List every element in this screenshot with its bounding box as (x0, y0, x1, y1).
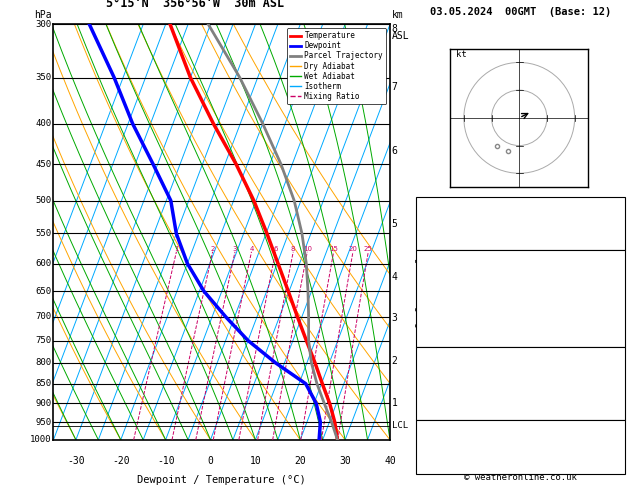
Text: 15: 15 (329, 246, 338, 252)
Bar (416, 420, 625, 474)
Text: 3: 3 (392, 313, 398, 323)
Text: 939: 939 (605, 398, 623, 407)
Text: 2: 2 (211, 246, 214, 252)
Text: 3: 3 (233, 246, 237, 252)
Text: 10: 10 (250, 456, 261, 467)
Text: 600: 600 (36, 259, 52, 268)
Text: 5°15'N  356°56'W  30m ASL: 5°15'N 356°56'W 30m ASL (106, 0, 284, 10)
Text: -3: -3 (611, 308, 623, 317)
Text: Dewpoint / Temperature (°C): Dewpoint / Temperature (°C) (137, 475, 306, 485)
Text: EH: EH (421, 432, 432, 441)
Text: StmSpd (kt): StmSpd (kt) (421, 464, 484, 473)
Text: 939: 939 (605, 322, 623, 331)
Text: -3: -3 (611, 385, 623, 395)
Text: -44: -44 (605, 432, 623, 441)
Text: CIN (J): CIN (J) (421, 410, 461, 419)
Text: 5: 5 (617, 464, 623, 473)
Text: 4: 4 (392, 272, 398, 281)
Text: km: km (392, 10, 403, 20)
Text: 42: 42 (611, 219, 623, 228)
Text: Lifted Index: Lifted Index (421, 385, 489, 395)
Text: CAPE (J): CAPE (J) (421, 322, 467, 331)
Text: 357: 357 (605, 295, 623, 303)
Text: 24.2: 24.2 (599, 280, 623, 290)
Text: 800: 800 (36, 358, 52, 367)
Text: 1: 1 (617, 336, 623, 345)
Text: 8: 8 (392, 24, 398, 34)
Text: 300: 300 (36, 20, 52, 29)
Text: 1: 1 (392, 398, 398, 408)
Text: 1: 1 (174, 246, 179, 252)
Text: -30: -30 (67, 456, 85, 467)
Text: Pressure (mb): Pressure (mb) (421, 361, 496, 370)
Text: 650: 650 (36, 287, 52, 295)
Text: 1: 1 (617, 410, 623, 419)
Text: Dewp (°C): Dewp (°C) (421, 280, 472, 290)
Text: Totals Totals: Totals Totals (421, 219, 496, 228)
Text: 6: 6 (273, 246, 278, 252)
Text: 34: 34 (611, 201, 623, 210)
Bar (416, 197, 625, 250)
Text: 6: 6 (617, 237, 623, 246)
Text: -10: -10 (157, 456, 174, 467)
Text: 750: 750 (36, 336, 52, 345)
Text: Mixing Ratio (g/kg): Mixing Ratio (g/kg) (414, 231, 423, 333)
Bar (416, 250, 625, 347)
Text: PW (cm): PW (cm) (421, 237, 461, 246)
Text: 400: 400 (36, 119, 52, 128)
Bar (416, 347, 625, 420)
Text: 950: 950 (36, 417, 52, 427)
Text: LCL: LCL (392, 421, 408, 430)
Text: 450: 450 (36, 160, 52, 169)
Text: 8: 8 (291, 246, 296, 252)
Text: StmDir: StmDir (421, 453, 455, 462)
Text: 4: 4 (249, 246, 253, 252)
Text: CAPE (J): CAPE (J) (421, 398, 467, 407)
Text: 30: 30 (339, 456, 351, 467)
Text: 03.05.2024  00GMT  (Base: 12): 03.05.2024 00GMT (Base: 12) (430, 7, 611, 17)
Text: CIN (J): CIN (J) (421, 336, 461, 345)
Text: 1000: 1000 (30, 435, 52, 444)
Text: kt: kt (455, 50, 466, 59)
Text: 550: 550 (36, 229, 52, 238)
Text: -10: -10 (605, 443, 623, 451)
Text: 20: 20 (348, 246, 357, 252)
Text: Surface: Surface (500, 252, 541, 262)
Text: 850: 850 (36, 379, 52, 388)
Text: θₑ (K): θₑ (K) (421, 373, 455, 382)
Text: K: K (421, 201, 426, 210)
Text: 5: 5 (392, 219, 398, 229)
Text: 6: 6 (392, 146, 398, 156)
Text: hPa: hPa (34, 10, 52, 20)
Text: Most Unstable: Most Unstable (482, 348, 559, 359)
Text: 700: 700 (36, 312, 52, 321)
Legend: Temperature, Dewpoint, Parcel Trajectory, Dry Adiabat, Wet Adiabat, Isotherm, Mi: Temperature, Dewpoint, Parcel Trajectory… (287, 28, 386, 104)
Text: SREH: SREH (421, 443, 443, 451)
Text: 1005: 1005 (599, 361, 623, 370)
Text: ASL: ASL (392, 31, 409, 40)
Text: 40: 40 (384, 456, 396, 467)
Text: 117°: 117° (599, 453, 623, 462)
Text: 7: 7 (392, 82, 398, 92)
Text: Lifted Index: Lifted Index (421, 308, 489, 317)
Text: 500: 500 (36, 196, 52, 205)
Text: Hodograph: Hodograph (494, 421, 547, 431)
Text: θₑ(K): θₑ(K) (421, 295, 450, 303)
Text: -20: -20 (112, 456, 130, 467)
Text: 10: 10 (303, 246, 312, 252)
Text: 2: 2 (392, 356, 398, 365)
Text: 357: 357 (605, 373, 623, 382)
Text: 20: 20 (294, 456, 306, 467)
Text: 900: 900 (36, 399, 52, 408)
Text: © weatheronline.co.uk: © weatheronline.co.uk (464, 473, 577, 482)
Text: 28.3: 28.3 (599, 267, 623, 276)
Text: Temp (°C): Temp (°C) (421, 267, 472, 276)
Text: 0: 0 (208, 456, 213, 467)
Text: 350: 350 (36, 73, 52, 82)
Text: 25: 25 (364, 246, 372, 252)
